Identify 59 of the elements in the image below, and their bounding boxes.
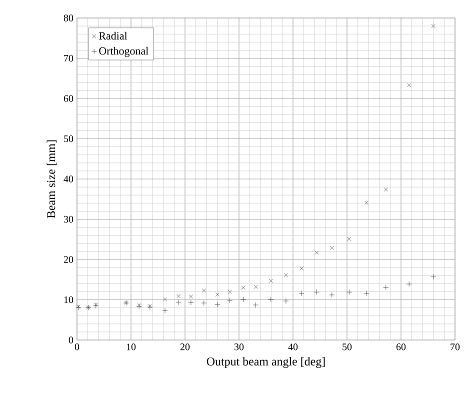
x-tick-label: 70 (450, 344, 460, 350)
point (283, 298, 289, 304)
point (364, 290, 370, 296)
point (300, 266, 304, 270)
point (298, 290, 304, 296)
point (406, 281, 412, 287)
point (430, 274, 436, 280)
point (383, 284, 389, 290)
point (93, 302, 99, 309)
x-tick-label: 30 (234, 344, 244, 350)
point (284, 273, 288, 278)
point (254, 284, 258, 289)
x-tick-label: 40 (288, 344, 298, 350)
y-tick-label: 20 (64, 256, 74, 263)
point (94, 302, 98, 307)
point (188, 300, 194, 306)
x-axis-title: Output beam angle [deg] (206, 357, 325, 368)
y-tick-label: 60 (64, 95, 74, 102)
y-tick-label: 30 (64, 216, 74, 223)
point (228, 290, 232, 294)
point (176, 299, 182, 305)
legend-label: Radial (99, 32, 128, 40)
point (188, 294, 193, 299)
point (407, 83, 412, 88)
x-tick-label: 10 (126, 344, 136, 350)
y-tick-label: 40 (64, 176, 74, 182)
point (346, 289, 352, 295)
point (252, 302, 259, 308)
point (202, 288, 206, 293)
point (268, 278, 273, 283)
x-tick-label: 50 (342, 344, 352, 350)
point (347, 236, 352, 242)
x-tick-label: 0 (74, 344, 80, 350)
point (162, 308, 168, 314)
point (329, 292, 335, 298)
y-tick-label: 0 (68, 336, 74, 344)
y-tick-label: 50 (64, 135, 74, 142)
legend-label: Orthogonal (99, 46, 148, 57)
point (384, 187, 388, 192)
point (215, 292, 220, 297)
point (364, 200, 368, 205)
y-tick-label: 70 (64, 54, 74, 62)
point (314, 250, 319, 255)
x-tick-label: 60 (396, 344, 406, 350)
point (241, 286, 246, 290)
point (431, 24, 436, 28)
point (214, 302, 220, 308)
point (314, 289, 320, 295)
point (162, 297, 168, 302)
y-tick-label: 80 (64, 14, 74, 22)
point (240, 296, 246, 302)
y-axis-title: Beam size [mm] (46, 140, 57, 218)
x-tick-label: 20 (180, 344, 190, 350)
point (227, 298, 233, 304)
point (330, 246, 334, 250)
point (176, 294, 181, 298)
point (201, 300, 207, 306)
point (268, 296, 274, 302)
y-tick-label: 10 (64, 296, 74, 304)
